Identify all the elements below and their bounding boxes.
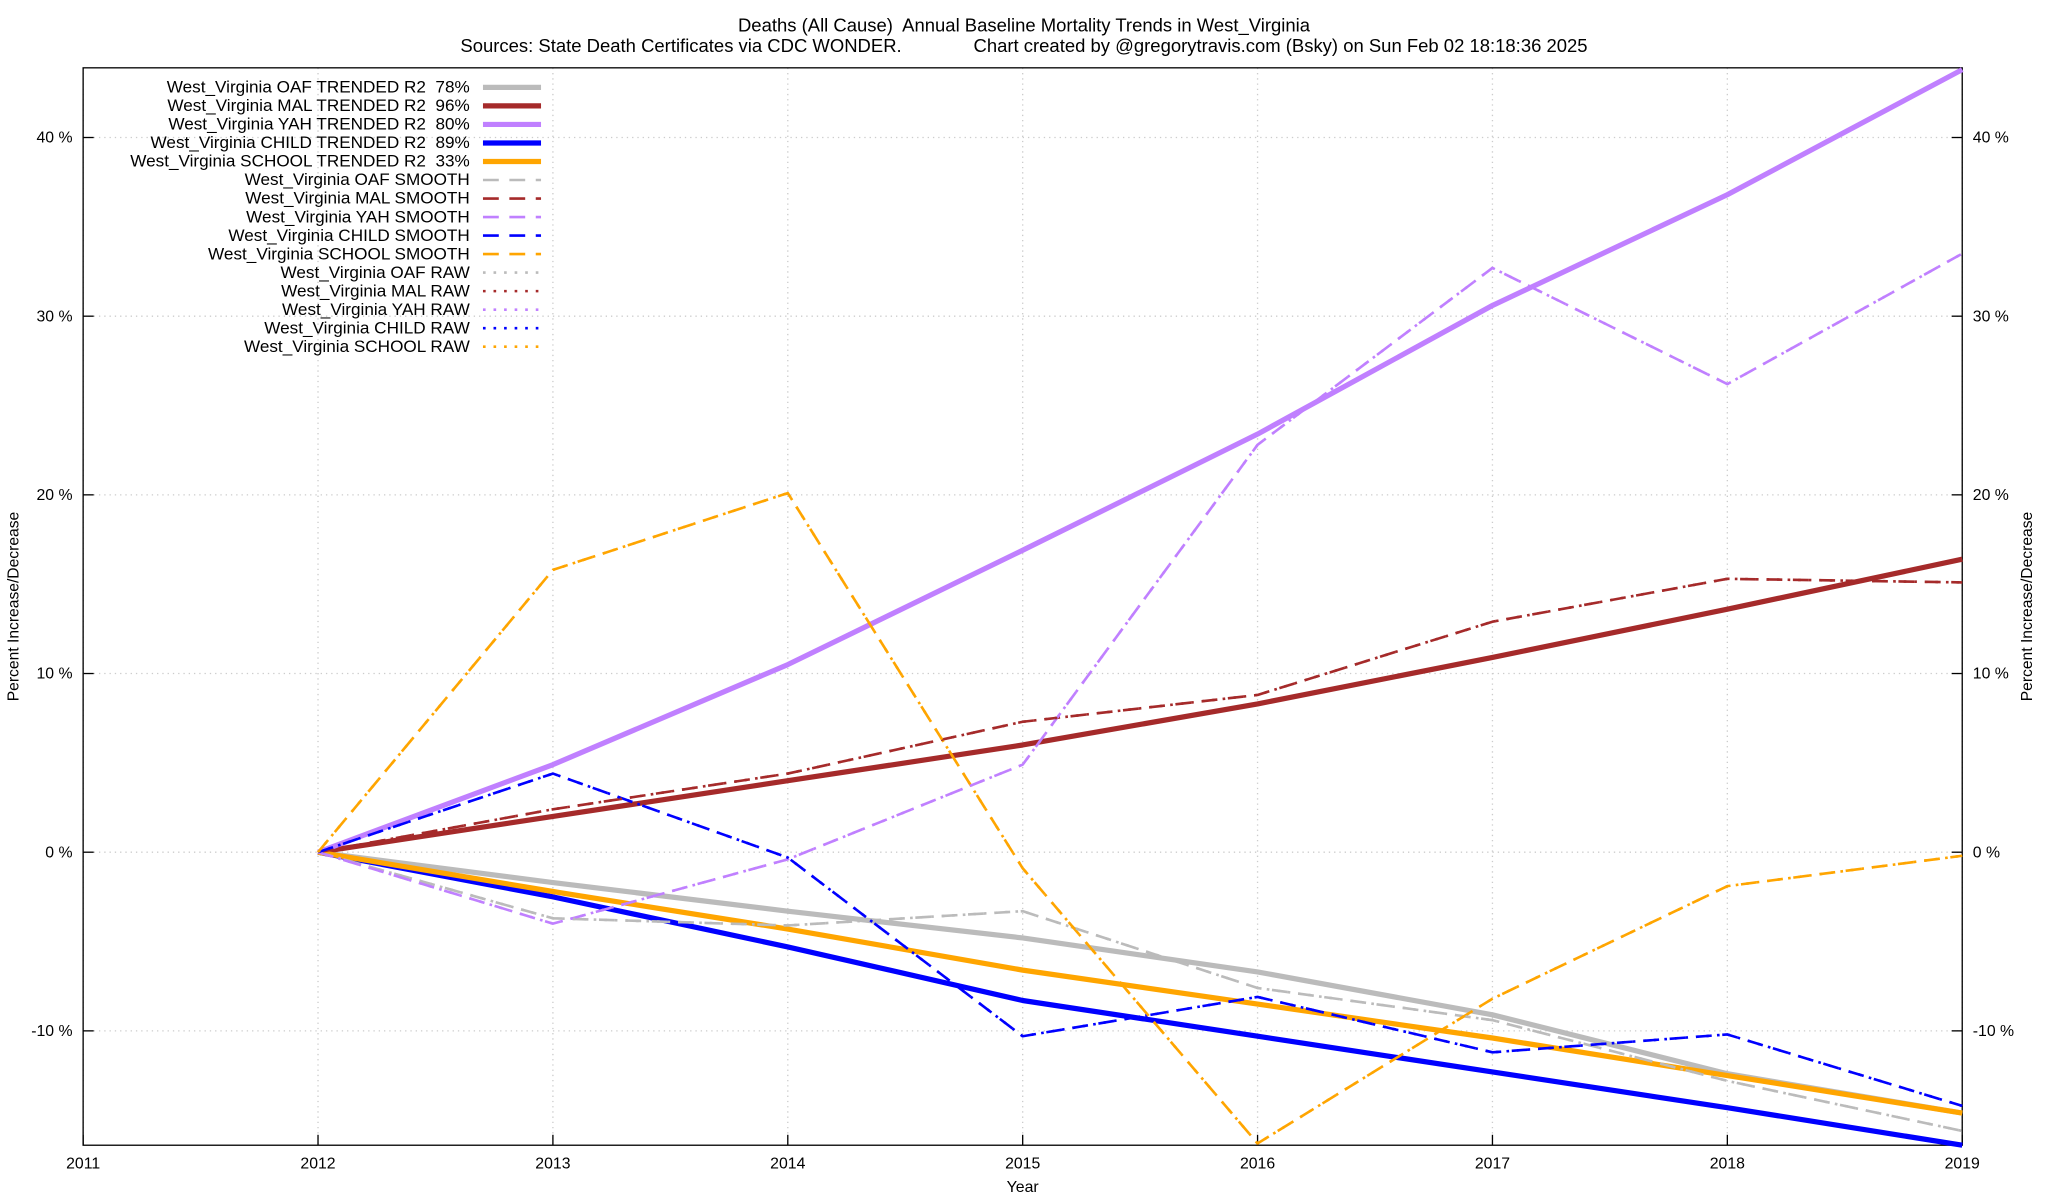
legend-label: West_Virginia SCHOOL TRENDED R2 33% bbox=[130, 152, 470, 171]
y-tick-label: 20 % bbox=[36, 487, 72, 504]
y2-tick-label: 30 % bbox=[1973, 308, 2009, 325]
y-tick-label: 0 % bbox=[45, 844, 72, 861]
legend-label: West_Virginia SCHOOL RAW bbox=[244, 337, 471, 356]
series-line bbox=[317, 577, 1963, 854]
series-line bbox=[317, 772, 1963, 1108]
plot-frame bbox=[82, 67, 1963, 1146]
legend-label: West_Virginia CHILD RAW bbox=[264, 318, 470, 337]
legend-label: West_Virginia YAH RAW bbox=[282, 300, 471, 319]
chart-subtitle: Sources: State Death Certificates via CD… bbox=[460, 35, 1587, 56]
series-line bbox=[317, 67, 1964, 855]
x-tick-label: 2015 bbox=[1005, 1156, 1040, 1173]
legend-label: West_Virginia OAF SMOOTH bbox=[245, 170, 470, 189]
y2-tick-label: 40 % bbox=[1973, 130, 2009, 147]
legend-label: West_Virginia SCHOOL SMOOTH bbox=[208, 244, 470, 263]
legend-label: West_Virginia OAF RAW bbox=[280, 263, 470, 282]
series-line bbox=[317, 556, 1963, 855]
x-axis-label: Year bbox=[1007, 1179, 1039, 1196]
x-tick-label: 2011 bbox=[66, 1156, 100, 1173]
legend-label: West_Virginia OAF TRENDED R2 78% bbox=[167, 78, 470, 97]
series-line bbox=[317, 772, 1963, 1108]
series-line bbox=[317, 849, 1963, 1116]
legend-label: West_Virginia MAL RAW bbox=[281, 281, 471, 300]
y2-tick-label: 0 % bbox=[1973, 844, 2000, 861]
x-tick-label: 2017 bbox=[1475, 1156, 1510, 1173]
series-line bbox=[317, 849, 1963, 1116]
x-tick-label: 2016 bbox=[1240, 1156, 1275, 1173]
series-line bbox=[317, 491, 1963, 1145]
legend-label: West_Virginia YAH TRENDED R2 80% bbox=[168, 115, 469, 134]
series-line bbox=[317, 252, 1963, 925]
x-tick-label: 2013 bbox=[535, 1156, 570, 1173]
legend-label: West_Virginia MAL TRENDED R2 96% bbox=[167, 96, 469, 115]
legend-label: West_Virginia CHILD SMOOTH bbox=[228, 226, 469, 245]
chart-title: Deaths (All Cause) Annual Baseline Morta… bbox=[738, 14, 1311, 36]
y2-tick-label: 10 % bbox=[1973, 666, 2009, 683]
legend-label: West_Virginia YAH SMOOTH bbox=[246, 207, 470, 226]
y2-tick-label: -10 % bbox=[1973, 1023, 2014, 1040]
y-tick-label: 30 % bbox=[36, 308, 72, 325]
series-line bbox=[317, 491, 1963, 1145]
series-line bbox=[317, 577, 1963, 854]
x-tick-label: 2019 bbox=[1945, 1156, 1980, 1173]
series-line bbox=[317, 252, 1963, 925]
y-axis-label: Percent Increase/Decrease bbox=[5, 512, 22, 702]
legend-label: West_Virginia MAL SMOOTH bbox=[245, 189, 470, 208]
x-tick-label: 2014 bbox=[770, 1156, 805, 1173]
x-tick-label: 2018 bbox=[1710, 1156, 1745, 1173]
x-tick-label: 2012 bbox=[300, 1156, 335, 1173]
y2-tick-label: 20 % bbox=[1973, 487, 2009, 504]
y2-axis-label: Percent Increase/Decrease bbox=[2019, 512, 2036, 702]
legend-label: West_Virginia CHILD TRENDED R2 89% bbox=[151, 133, 470, 152]
series-line bbox=[317, 849, 1963, 1148]
y-tick-label: 10 % bbox=[36, 666, 72, 683]
y-tick-label: 40 % bbox=[36, 130, 72, 147]
y-tick-label: -10 % bbox=[31, 1023, 72, 1040]
series-line bbox=[317, 850, 1963, 1133]
